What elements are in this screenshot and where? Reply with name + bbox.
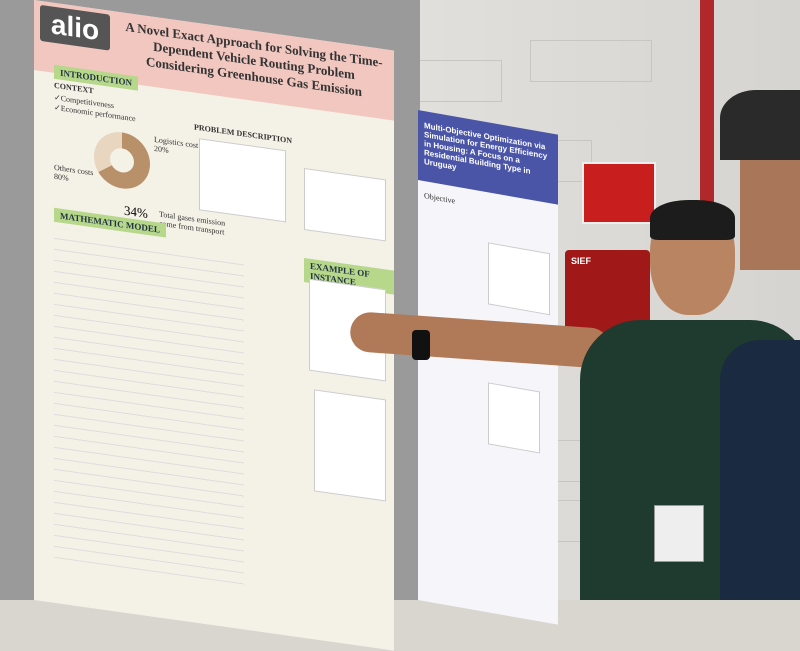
- diagram-figure: [488, 242, 550, 316]
- donut-label: Total gases emission come from transport: [159, 209, 226, 237]
- red-pipe: [700, 0, 714, 250]
- section-objective: Objective: [424, 191, 456, 206]
- name-badge: [654, 505, 704, 562]
- donut-chart: [94, 128, 150, 193]
- map-figure: [488, 382, 540, 454]
- dark-shirt: [720, 340, 800, 600]
- hair: [650, 200, 735, 240]
- bar-chart-figure: [199, 138, 286, 223]
- line-chart-figure: [304, 167, 386, 242]
- network-graph: [314, 389, 386, 502]
- fire-alarm: [582, 162, 656, 224]
- donut-label: Others costs 80%: [54, 162, 94, 183]
- poster-right: Multi-Objective Optimization via Simulat…: [418, 110, 558, 625]
- equations: [54, 227, 244, 585]
- wristwatch: [412, 330, 430, 360]
- poster-left: alio A Novel Exact Approach for Solving …: [34, 0, 394, 651]
- onlooker: [720, 90, 800, 600]
- face: [740, 150, 800, 270]
- cap: [720, 90, 800, 160]
